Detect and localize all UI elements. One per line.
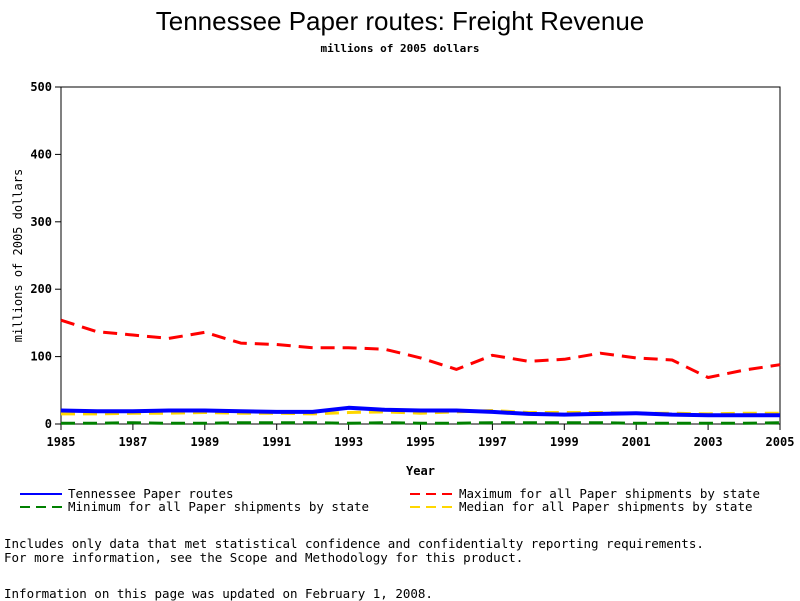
legend-label: Maximum for all Paper shipments by state (459, 486, 760, 501)
update-notice: Information on this page was updated on … (4, 586, 433, 601)
y-tick-label: 400 (30, 147, 52, 161)
x-tick-label: 1995 (406, 435, 435, 449)
series-line-maximum (60, 318, 781, 379)
x-tick-label: 2005 (766, 435, 795, 449)
legend-label: Tennessee Paper routes (68, 486, 234, 501)
plot-area-frame (60, 86, 781, 425)
y-axis-label: millions of 2005 dollars (11, 169, 25, 342)
chart-subtitle: millions of 2005 dollars (320, 42, 480, 55)
x-tick-label: 2001 (622, 435, 651, 449)
x-tick-label: 1993 (334, 435, 363, 449)
y-tick-label: 0 (45, 417, 52, 431)
x-axis-label: Year (406, 464, 435, 478)
y-tick-label: 300 (30, 215, 52, 229)
y-tick-label: 500 (30, 80, 52, 94)
x-tick-label: 2003 (694, 435, 723, 449)
series-line-minimum (61, 421, 781, 425)
x-tick-label: 1991 (262, 435, 291, 449)
x-tick-label: 1985 (47, 435, 76, 449)
x-tick-label: 1997 (478, 435, 507, 449)
chart-title: Tennessee Paper routes: Freight Revenue (155, 6, 645, 36)
y-tick-label: 100 (30, 350, 52, 364)
y-tick-label: 200 (30, 282, 52, 296)
series-line-tennessee (60, 405, 780, 418)
x-tick-label: 1989 (190, 435, 219, 449)
legend-label: Median for all Paper shipments by state (459, 499, 753, 514)
footnote-methodology: For more information, see the Scope and … (4, 550, 524, 565)
x-tick-label: 1987 (118, 435, 147, 449)
legend-label: Minimum for all Paper shipments by state (68, 499, 369, 514)
x-tick-label: 1999 (550, 435, 579, 449)
footnote-confidence: Includes only data that met statistical … (4, 536, 704, 551)
